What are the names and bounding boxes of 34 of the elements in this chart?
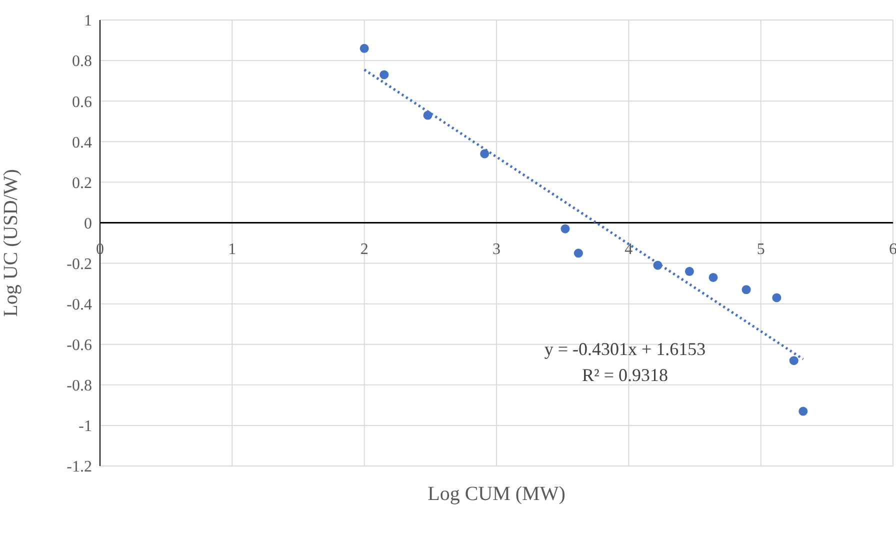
- y-tick-label: -0.2: [66, 256, 92, 273]
- x-tick-label: 5: [756, 241, 765, 258]
- point: [708, 272, 718, 282]
- point: [798, 406, 808, 416]
- x-tick-label: 4: [624, 241, 633, 258]
- point: [772, 293, 782, 302]
- y-tick-label: 0.2: [72, 174, 92, 192]
- annotation: R² = 0.9318: [582, 365, 668, 385]
- y-axis-title: Log UC (USD/W): [0, 169, 22, 317]
- point: [684, 266, 694, 276]
- x-tick-label: 2: [360, 241, 368, 258]
- x-tick-label: 1: [228, 241, 236, 258]
- x-axis-title: Log CUM (MW): [428, 483, 566, 505]
- annotation: y = -0.4301x + 1.6153: [544, 339, 706, 359]
- point: [480, 149, 490, 158]
- y-tick-label: -0.8: [66, 378, 92, 395]
- point: [574, 248, 583, 258]
- y-tick-label: 0.6: [72, 94, 92, 111]
- point: [653, 260, 662, 270]
- point: [742, 285, 751, 294]
- y-tick-label: -1.2: [66, 458, 92, 476]
- point: [423, 110, 432, 120]
- point: [560, 224, 570, 234]
- y-tick-label: 0.8: [72, 53, 92, 70]
- x-tick-label: 3: [492, 241, 500, 258]
- y-tick-label: 1: [84, 12, 92, 30]
- y-tick-label: -0.4: [66, 296, 92, 314]
- point: [380, 70, 389, 80]
- point: [360, 44, 369, 53]
- y-tick-label: -1: [78, 418, 92, 436]
- y-tick-label: 0.4: [72, 134, 92, 152]
- y-tick-label: 0: [84, 215, 92, 232]
- y-tick-label: -0.6: [66, 337, 92, 354]
- point: [789, 356, 798, 366]
